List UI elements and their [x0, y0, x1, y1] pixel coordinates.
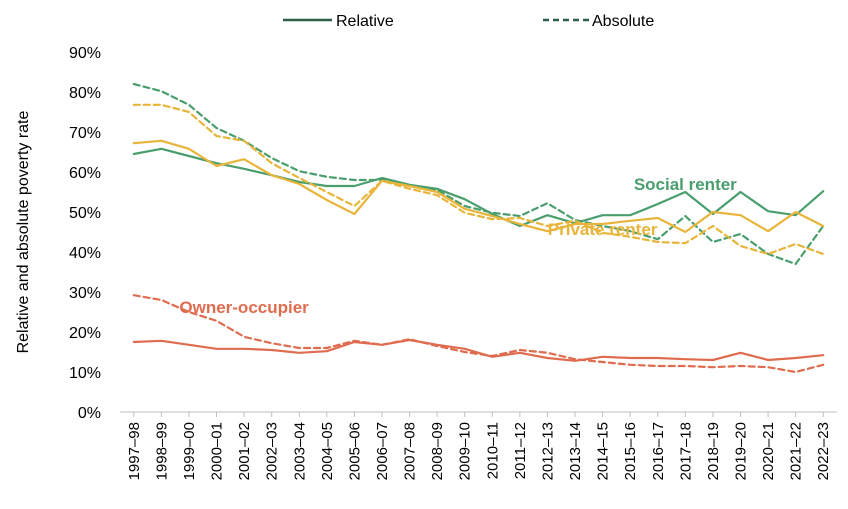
series-line-social-renter-relative [132, 147, 825, 228]
x-tick-label: 2006–07 [374, 422, 391, 480]
x-tick-label: 2004–05 [319, 422, 336, 480]
y-tick-label: 10% [69, 365, 101, 382]
series-layer [132, 82, 825, 374]
y-axis-label: Relative and absolute poverty rate [15, 110, 32, 353]
y-tick-label: 30% [69, 285, 101, 302]
x-tick-label: 1997–98 [126, 422, 143, 480]
x-axis-ticks: 1997–98 1998–99 1999–00 2000–01 2001–02 2002–… [126, 412, 832, 480]
x-tick-label: 2012–13 [539, 422, 556, 480]
annotation-social-renter: Social renter [634, 175, 737, 194]
legend-absolute-label: Absolute [592, 13, 654, 30]
x-tick-label: 2001–02 [236, 422, 253, 480]
x-tick-label: 2020–21 [760, 422, 777, 480]
x-tick-label: 2019–20 [732, 422, 749, 480]
x-tick-label: 2015–16 [622, 422, 639, 480]
y-tick-label: 50% [69, 205, 101, 222]
x-tick-label: 2008–09 [429, 422, 446, 480]
x-tick-label: 2011–12 [512, 422, 529, 479]
y-tick-label: 60% [69, 165, 101, 182]
y-tick-label: 0% [78, 405, 101, 422]
x-tick-label: 2014–15 [595, 422, 612, 480]
x-tick-label: 2002–03 [264, 422, 281, 480]
x-tick-label: 2009–10 [457, 422, 474, 480]
series-line-owner-occupier-absolute [132, 294, 825, 374]
x-tick-label: 2005–06 [346, 422, 363, 480]
series-line-private-renter-absolute [132, 103, 825, 256]
x-tick-label: 2016–17 [650, 422, 667, 480]
x-tick-label: 2007–08 [402, 422, 419, 480]
x-tick-label: 1999–00 [181, 422, 198, 480]
x-tick-label: 2003–04 [291, 422, 308, 480]
y-tick-label: 20% [69, 325, 101, 342]
series-line-owner-occupier-relative [132, 338, 825, 362]
x-tick-label: 2013–14 [567, 422, 584, 480]
x-tick-label: 2000–01 [209, 422, 226, 480]
y-tick-label: 90% [69, 45, 101, 62]
legend: Relative Absolute [283, 13, 654, 30]
x-tick-label: 2022–23 [815, 422, 832, 480]
x-tick-label: 1998–99 [153, 422, 170, 480]
legend-relative-label: Relative [336, 13, 394, 30]
annotation-owner-occupier: Owner-occupier [179, 298, 309, 317]
series-line-private-renter-relative [132, 139, 825, 234]
x-tick-label: 2021–22 [788, 422, 805, 480]
series-line-social-renter-absolute [132, 82, 825, 266]
x-tick-label: 2017–18 [677, 422, 694, 480]
y-axis-ticks: 0% 10% 20% 30% 40% 50% 60% 70% 80% 90% [69, 45, 101, 422]
x-tick-label: 2018–19 [705, 422, 722, 480]
y-tick-label: 70% [69, 125, 101, 142]
x-tick-label: 2010–11 [484, 422, 501, 479]
annotation-layer: Social renter Private renter Owner-occupie… [179, 175, 737, 317]
y-tick-label: 40% [69, 245, 101, 262]
y-tick-label: 80% [69, 85, 101, 102]
annotation-private-renter: Private renter [548, 220, 658, 239]
